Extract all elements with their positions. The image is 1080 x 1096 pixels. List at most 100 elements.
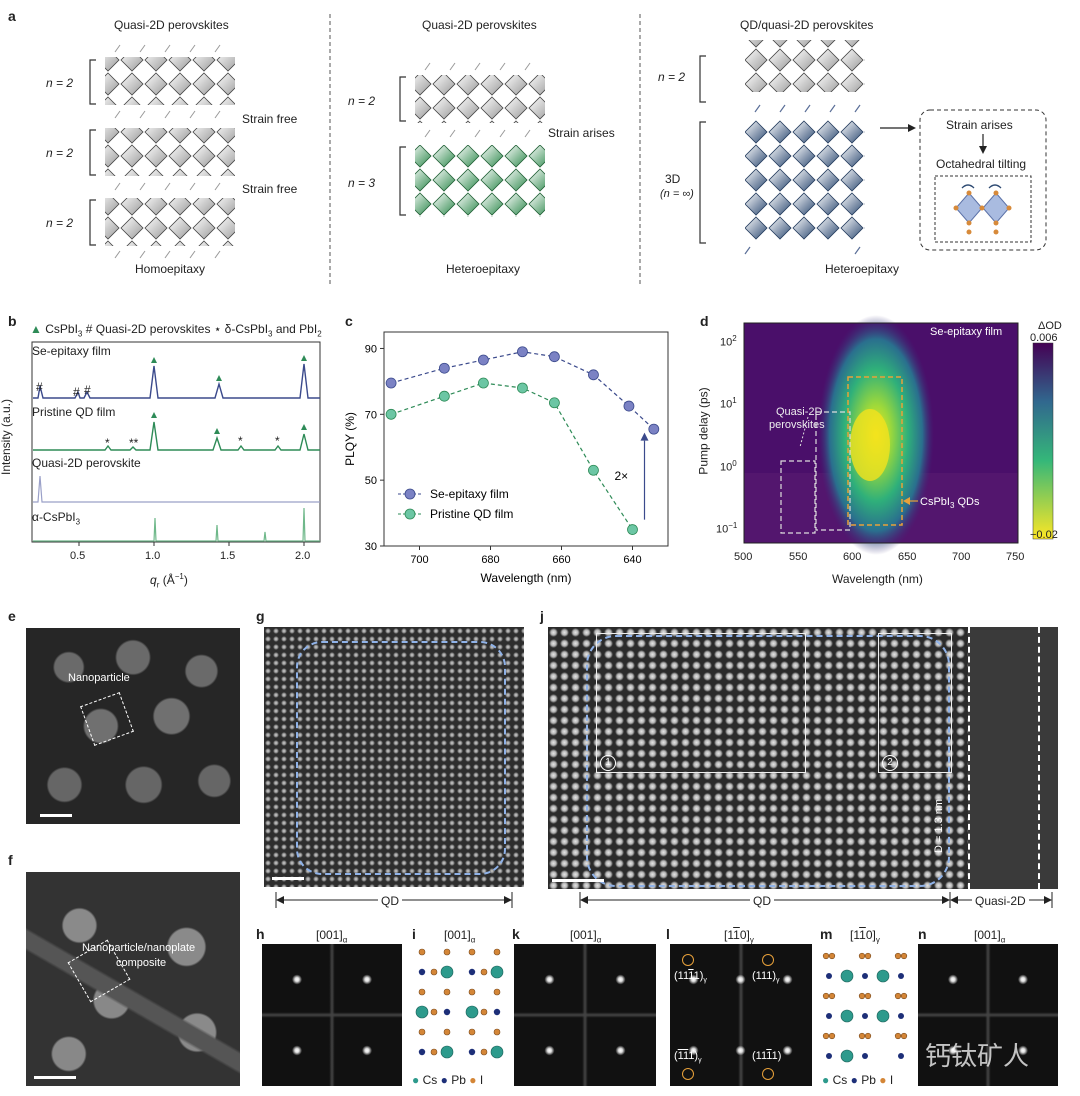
c-point (588, 369, 599, 381)
c-point (438, 362, 450, 374)
f-ann2: composite (116, 957, 167, 969)
d-ann-q2d: Quasi-2D (776, 406, 823, 418)
panel-e-label: e (8, 608, 16, 624)
a-col1-bottom: Homoepitaxy (135, 262, 206, 276)
b-xlabel: qr (Å−1) (150, 572, 188, 590)
d-ann-q2d2: perovskites (769, 419, 825, 431)
a-col1-n2: n = 2 (46, 146, 74, 160)
a-col1-n3: n = 2 (46, 216, 74, 230)
d-cbar-min: −0.02 (1030, 529, 1058, 541)
cs-atom-icon: ● (822, 1073, 830, 1087)
j-dim: D = 1.3 nm (933, 798, 946, 854)
c-plot-frame (383, 331, 669, 547)
a-col2-n2: n = 3 (348, 176, 376, 190)
triangle-icon: ▲ (30, 322, 42, 336)
c-point (477, 377, 489, 389)
d-ytick-2: 100 (720, 459, 737, 474)
d-xlabel: Wavelength (nm) (832, 572, 923, 586)
c-ytick-label: 90 (365, 343, 377, 355)
b-trace-se (33, 363, 320, 399)
c-point (438, 390, 450, 402)
j-qd: QD (750, 894, 774, 908)
l-spot-4: (1111) (752, 1050, 782, 1062)
d-xtick-4: 700 (952, 551, 971, 563)
panel-k-label: k (512, 926, 520, 942)
b-legend: ▲ CsPbI3 # Quasi-2D perovskites ⋆ δ-CsPb… (30, 322, 322, 339)
b-xtick-2: 1.5 (220, 550, 236, 562)
star-icon: ⋆ (213, 322, 222, 336)
c-xtick-label: 660 (552, 554, 570, 566)
c-xlabel: Wavelength (nm) (481, 571, 572, 585)
a-col3-n2: 3D (665, 172, 681, 186)
j-box-2 (878, 633, 952, 773)
l-ring (762, 1068, 774, 1080)
panel-d-heatmap (743, 315, 1054, 555)
panel-g-label: g (256, 608, 265, 624)
e-scalebar (40, 814, 72, 817)
panel-l-label: l (666, 926, 670, 942)
b-marker (214, 428, 220, 434)
panel-k-image (514, 944, 656, 1086)
i-title: [001]α (444, 928, 476, 945)
i-atom-icon: ● (879, 1073, 887, 1087)
b-marker (216, 375, 222, 381)
f-scalebar (34, 1076, 76, 1079)
d-cbar-max: 0.006 (1030, 332, 1058, 344)
d-ylabel: Pump delay (ps) (696, 387, 711, 475)
panel-c-label: c (345, 313, 353, 329)
j-box1-num: 1 (600, 755, 616, 771)
l-spot-1: (1111)γ (674, 970, 707, 985)
panel-l-image (670, 944, 812, 1086)
c-ytick-label: 50 (365, 475, 377, 487)
b-marker (301, 424, 307, 430)
l-ring (762, 954, 774, 966)
l-spot-2: (111)γ (752, 970, 780, 985)
c-point (627, 524, 638, 535)
a-box-line2: Octahedral tilting (936, 157, 1027, 171)
b-trace-label-se: Se-epitaxy film (32, 344, 111, 358)
j-q2d: Quasi-2D (972, 894, 1029, 908)
panel-h-image (262, 944, 402, 1086)
d-ytick-3: 10−1 (716, 521, 738, 536)
c-xtick-label: 700 (410, 554, 428, 566)
l-ring (682, 1068, 694, 1080)
pb-atom-icon: ● (850, 1073, 858, 1087)
b-trace-label-q2d: Quasi-2D perovskite (32, 456, 141, 470)
l-title: [110]γ (724, 928, 754, 945)
k-title: [001]α (570, 928, 602, 945)
n-title: [001]α (974, 928, 1006, 945)
b-marker (151, 412, 157, 418)
panel-n-image (918, 944, 1058, 1086)
d-xtick-5: 750 (1006, 551, 1025, 563)
b-star-4: * (275, 434, 280, 448)
panel-f-image (26, 872, 240, 1086)
b-xtick-1: 1.0 (145, 550, 161, 562)
d-xtick-3: 650 (898, 551, 917, 563)
panel-g-image (264, 627, 524, 887)
d-ytick-0: 102 (720, 334, 737, 349)
m-title: [110]γ (850, 928, 880, 945)
b-trace-qd (33, 421, 320, 451)
b-ylabel: Intensity (a.u.) (0, 398, 14, 476)
j-outline (586, 635, 950, 887)
panel-j-label: j (540, 608, 544, 624)
a-col1-note1: Strain free (242, 112, 298, 126)
c-point (623, 400, 635, 412)
a-col1-note2: Strain free (242, 182, 298, 196)
c-point (548, 351, 560, 363)
c-point (588, 464, 599, 476)
panel-m-structure (822, 952, 908, 1063)
b-marker (301, 355, 307, 361)
c-ylabel: PLQY (%) (343, 412, 357, 466)
j-scalebar (552, 879, 604, 882)
pb-atom-icon: ● (440, 1073, 448, 1087)
j-q2d-region (968, 627, 1058, 889)
b-star-2: ** (129, 436, 139, 450)
i-atom-icon: ● (469, 1073, 477, 1087)
j-box2-num: 2 (882, 755, 898, 771)
f-ann1: Nanoparticle/nanoplate (82, 942, 196, 954)
b-xtick-3: 2.0 (295, 550, 311, 562)
j-box-1 (596, 633, 806, 773)
c-point (517, 346, 528, 358)
c-point (648, 423, 660, 435)
